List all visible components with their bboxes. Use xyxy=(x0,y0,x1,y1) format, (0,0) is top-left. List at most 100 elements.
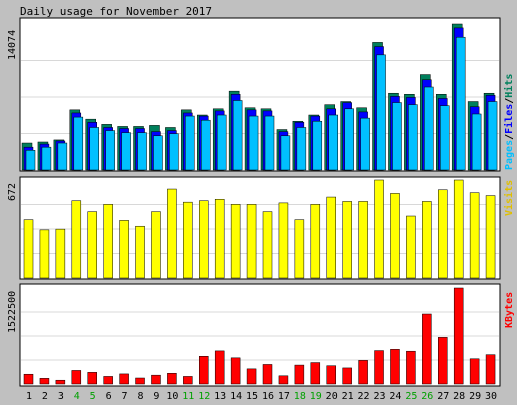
kbytes-bar xyxy=(87,372,97,385)
kbytes-bar xyxy=(342,367,352,385)
visits-bar xyxy=(55,228,66,279)
visits-bar xyxy=(23,219,34,279)
visits-bar xyxy=(183,201,193,279)
x-tick-label: 3 xyxy=(58,391,64,402)
pages-bar xyxy=(471,113,482,171)
pages-bar xyxy=(25,150,36,171)
kbytes-bar xyxy=(55,379,66,385)
x-tick-label: 29 xyxy=(469,391,481,402)
visits-bar xyxy=(326,196,336,279)
pages-bar xyxy=(392,102,402,171)
x-tick-label: 7 xyxy=(122,391,128,402)
kbytes-bar xyxy=(167,373,177,385)
visits-bar xyxy=(151,211,161,279)
panel-visits-ymax-label: 672 xyxy=(7,183,18,201)
visits-bar xyxy=(294,219,305,279)
x-tick-label: 24 xyxy=(389,391,401,402)
kbytes-bar xyxy=(71,370,82,385)
pages-bar xyxy=(105,130,115,171)
x-tick-label: 17 xyxy=(278,391,290,402)
legend-sep-2: / xyxy=(504,98,515,104)
kbytes-bar xyxy=(358,360,368,385)
x-tick-label: 22 xyxy=(358,391,370,402)
visits-bar xyxy=(119,220,129,279)
pages-bar xyxy=(216,114,227,171)
x-tick-label: 26 xyxy=(421,391,433,402)
pages-bar xyxy=(487,101,498,171)
panel-kbytes-bars xyxy=(23,287,496,385)
x-tick-label: 12 xyxy=(198,391,210,402)
x-tick-label: 4 xyxy=(74,391,80,402)
pages-bar xyxy=(328,114,338,171)
visits-bar xyxy=(374,179,384,279)
x-tick-label: 15 xyxy=(246,391,258,402)
x-tick-label: 13 xyxy=(214,391,226,402)
kbytes-bar xyxy=(453,287,464,385)
pages-bar xyxy=(89,127,99,171)
panel-kbytes: 1522500 KBytes xyxy=(7,283,515,387)
visits-bar xyxy=(310,204,321,279)
kbytes-bar xyxy=(374,350,384,385)
x-tick-label: 27 xyxy=(437,391,449,402)
pages-bar xyxy=(360,117,370,171)
kbytes-bar xyxy=(183,376,193,385)
kbytes-bar xyxy=(262,364,273,385)
pages-bar xyxy=(455,36,466,171)
x-tick-label: 8 xyxy=(137,391,143,402)
kbytes-bar xyxy=(119,373,129,385)
x-tick-label: 5 xyxy=(90,391,96,402)
x-tick-label: 10 xyxy=(166,391,178,402)
kbytes-bar xyxy=(199,356,209,385)
panel-hits-gridlines xyxy=(21,60,499,134)
visits-bar xyxy=(167,188,177,279)
panel-visits-frame xyxy=(19,176,501,280)
pages-bar xyxy=(232,100,243,171)
visits-bar xyxy=(406,215,416,279)
legend-visits: Visits xyxy=(503,180,515,216)
pages-bar xyxy=(201,119,211,171)
legend-kbytes: KBytes xyxy=(504,292,515,328)
x-tick-label: 18 xyxy=(294,391,306,402)
visits-bar xyxy=(71,200,82,279)
pages-bar xyxy=(153,135,163,171)
kbytes-bar xyxy=(326,365,336,385)
visits-bar xyxy=(278,202,289,279)
x-tick-label: 28 xyxy=(453,391,465,402)
pages-bar xyxy=(264,115,275,171)
visits-bar xyxy=(358,201,368,279)
legend-files: Files xyxy=(503,104,515,134)
visits-bar xyxy=(342,201,352,279)
chart-title: Daily usage for November 2017 xyxy=(20,5,212,18)
panel-kbytes-frame xyxy=(19,283,501,387)
x-tick-label: 1 xyxy=(26,391,32,402)
panel-visits: 672 Visits xyxy=(7,176,515,280)
kbytes-bar xyxy=(422,313,432,385)
kbytes-bar xyxy=(135,377,145,385)
kbytes-bar xyxy=(214,350,225,385)
visits-bar xyxy=(87,211,97,279)
x-tick-label: 9 xyxy=(153,391,159,402)
pages-bar xyxy=(376,54,386,171)
panel-kbytes-ymax-label: 1522500 xyxy=(7,291,18,333)
panel-hits: 14074 Pages/Files/Hits xyxy=(7,17,515,172)
x-tick-label: 23 xyxy=(373,391,385,402)
panel-hits-legend: Pages/Files/Hits xyxy=(503,74,515,170)
pages-bar xyxy=(312,120,323,171)
visits-bar xyxy=(214,199,225,279)
visits-bar xyxy=(103,204,113,279)
x-tick-label: 6 xyxy=(106,391,112,402)
kbytes-bar xyxy=(485,354,496,385)
x-tick-label: 19 xyxy=(310,391,322,402)
panel-hits-bars xyxy=(21,23,498,171)
kbytes-bar xyxy=(230,357,241,385)
pages-bar xyxy=(248,115,259,171)
pages-bar xyxy=(408,104,418,171)
kbytes-bar xyxy=(103,376,113,385)
panel-visits-bars xyxy=(23,179,496,279)
kbytes-bar xyxy=(390,349,400,385)
panel-hits-frame xyxy=(19,17,501,172)
x-tick-label: 25 xyxy=(405,391,417,402)
pages-bar xyxy=(73,116,84,171)
pages-bar xyxy=(41,146,52,171)
